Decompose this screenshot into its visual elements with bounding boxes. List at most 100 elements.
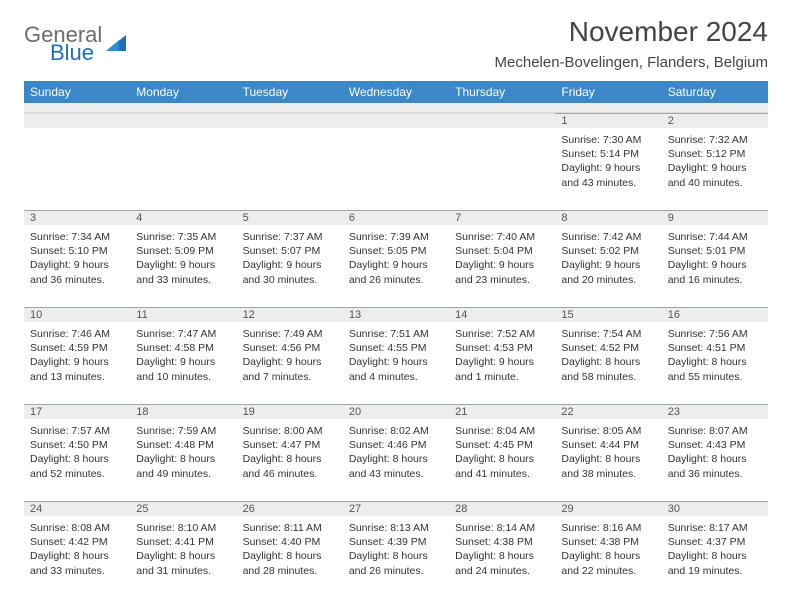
calendar-cell	[343, 130, 449, 210]
day-number: 20	[343, 404, 449, 419]
sunrise-text: Sunrise: 7:52 AM	[455, 327, 549, 341]
week-row: Sunrise: 7:30 AMSunset: 5:14 PMDaylight:…	[24, 130, 768, 210]
calendar-cell: Sunrise: 7:47 AMSunset: 4:58 PMDaylight:…	[130, 324, 236, 404]
sunset-text: Sunset: 5:10 PM	[30, 244, 124, 258]
day-number: 13	[343, 307, 449, 322]
sunset-text: Sunset: 5:05 PM	[349, 244, 443, 258]
calendar-cell: Sunrise: 7:57 AMSunset: 4:50 PMDaylight:…	[24, 421, 130, 501]
sunset-text: Sunset: 4:50 PM	[30, 438, 124, 452]
day-number: 10	[24, 307, 130, 322]
sunrise-text: Sunrise: 7:51 AM	[349, 327, 443, 341]
weekday-header: Monday	[130, 81, 236, 103]
sunset-text: Sunset: 4:41 PM	[136, 535, 230, 549]
weekday-header-row: SundayMondayTuesdayWednesdayThursdayFrid…	[24, 81, 768, 103]
day-number: 14	[449, 307, 555, 322]
week-row: Sunrise: 7:57 AMSunset: 4:50 PMDaylight:…	[24, 421, 768, 501]
calendar-cell: Sunrise: 8:08 AMSunset: 4:42 PMDaylight:…	[24, 518, 130, 598]
sunrise-text: Sunrise: 7:30 AM	[561, 133, 655, 147]
sunrise-text: Sunrise: 7:54 AM	[561, 327, 655, 341]
weekday-header: Wednesday	[343, 81, 449, 103]
weekday-header: Thursday	[449, 81, 555, 103]
daylight-text: Daylight: 9 hours and 10 minutes.	[136, 355, 230, 383]
sunset-text: Sunset: 4:40 PM	[243, 535, 337, 549]
sunset-text: Sunset: 4:59 PM	[30, 341, 124, 355]
day-number: 11	[130, 307, 236, 322]
day-number: 25	[130, 501, 236, 516]
daylight-text: Daylight: 8 hours and 58 minutes.	[561, 355, 655, 383]
sunrise-text: Sunrise: 8:17 AM	[668, 521, 762, 535]
sunrise-text: Sunrise: 7:44 AM	[668, 230, 762, 244]
daylight-text: Daylight: 8 hours and 24 minutes.	[455, 549, 549, 577]
sunset-text: Sunset: 4:51 PM	[668, 341, 762, 355]
daylight-text: Daylight: 8 hours and 41 minutes.	[455, 452, 549, 480]
sunset-text: Sunset: 4:52 PM	[561, 341, 655, 355]
sunrise-text: Sunrise: 8:10 AM	[136, 521, 230, 535]
calendar-cell: Sunrise: 8:10 AMSunset: 4:41 PMDaylight:…	[130, 518, 236, 598]
day-number: 4	[130, 210, 236, 225]
calendar-cell	[24, 130, 130, 210]
sunset-text: Sunset: 4:38 PM	[561, 535, 655, 549]
calendar-cell: Sunrise: 7:30 AMSunset: 5:14 PMDaylight:…	[555, 130, 661, 210]
calendar-cell: Sunrise: 8:17 AMSunset: 4:37 PMDaylight:…	[662, 518, 768, 598]
calendar-cell: Sunrise: 8:13 AMSunset: 4:39 PMDaylight:…	[343, 518, 449, 598]
calendar-cell: Sunrise: 7:59 AMSunset: 4:48 PMDaylight:…	[130, 421, 236, 501]
sunset-text: Sunset: 5:09 PM	[136, 244, 230, 258]
daynum-row: 17181920212223	[24, 404, 768, 421]
weekday-header: Saturday	[662, 81, 768, 103]
daylight-text: Daylight: 8 hours and 52 minutes.	[30, 452, 124, 480]
day-number	[343, 113, 449, 128]
daylight-text: Daylight: 8 hours and 19 minutes.	[668, 549, 762, 577]
daynum-row: 10111213141516	[24, 307, 768, 324]
weeks-container: 12Sunrise: 7:30 AMSunset: 5:14 PMDayligh…	[24, 113, 768, 598]
brand-triangle-icon	[106, 33, 128, 58]
calendar-cell: Sunrise: 8:04 AMSunset: 4:45 PMDaylight:…	[449, 421, 555, 501]
calendar-cell	[449, 130, 555, 210]
weekday-header: Sunday	[24, 81, 130, 103]
sunrise-text: Sunrise: 7:39 AM	[349, 230, 443, 244]
sunset-text: Sunset: 5:12 PM	[668, 147, 762, 161]
daylight-text: Daylight: 9 hours and 30 minutes.	[243, 258, 337, 286]
sunrise-text: Sunrise: 7:57 AM	[30, 424, 124, 438]
sunset-text: Sunset: 5:01 PM	[668, 244, 762, 258]
calendar-cell: Sunrise: 8:11 AMSunset: 4:40 PMDaylight:…	[237, 518, 343, 598]
day-number: 24	[24, 501, 130, 516]
sunrise-text: Sunrise: 7:49 AM	[243, 327, 337, 341]
day-number	[130, 113, 236, 128]
day-number: 18	[130, 404, 236, 419]
day-number	[24, 113, 130, 128]
calendar-cell: Sunrise: 8:07 AMSunset: 4:43 PMDaylight:…	[662, 421, 768, 501]
sunset-text: Sunset: 4:55 PM	[349, 341, 443, 355]
sunrise-text: Sunrise: 7:56 AM	[668, 327, 762, 341]
daynum-row: 3456789	[24, 210, 768, 227]
sunrise-text: Sunrise: 7:47 AM	[136, 327, 230, 341]
calendar-cell: Sunrise: 7:42 AMSunset: 5:02 PMDaylight:…	[555, 227, 661, 307]
calendar-cell: Sunrise: 7:54 AMSunset: 4:52 PMDaylight:…	[555, 324, 661, 404]
day-number: 21	[449, 404, 555, 419]
daylight-text: Daylight: 9 hours and 36 minutes.	[30, 258, 124, 286]
sunrise-text: Sunrise: 8:00 AM	[243, 424, 337, 438]
brand-logo: General Blue	[24, 24, 128, 64]
sunset-text: Sunset: 4:58 PM	[136, 341, 230, 355]
calendar-cell: Sunrise: 7:35 AMSunset: 5:09 PMDaylight:…	[130, 227, 236, 307]
calendar-cell: Sunrise: 7:40 AMSunset: 5:04 PMDaylight:…	[449, 227, 555, 307]
day-number: 9	[662, 210, 768, 225]
sunset-text: Sunset: 5:07 PM	[243, 244, 337, 258]
day-number: 6	[343, 210, 449, 225]
sunrise-text: Sunrise: 7:46 AM	[30, 327, 124, 341]
sunrise-text: Sunrise: 7:42 AM	[561, 230, 655, 244]
sunrise-text: Sunrise: 7:32 AM	[668, 133, 762, 147]
calendar-cell: Sunrise: 7:44 AMSunset: 5:01 PMDaylight:…	[662, 227, 768, 307]
day-number: 16	[662, 307, 768, 322]
weekday-header: Tuesday	[237, 81, 343, 103]
daylight-text: Daylight: 8 hours and 28 minutes.	[243, 549, 337, 577]
daylight-text: Daylight: 9 hours and 7 minutes.	[243, 355, 337, 383]
daylight-text: Daylight: 9 hours and 40 minutes.	[668, 161, 762, 189]
daylight-text: Daylight: 8 hours and 26 minutes.	[349, 549, 443, 577]
calendar-cell: Sunrise: 7:34 AMSunset: 5:10 PMDaylight:…	[24, 227, 130, 307]
sunrise-text: Sunrise: 8:13 AM	[349, 521, 443, 535]
day-number: 22	[555, 404, 661, 419]
sunrise-text: Sunrise: 8:04 AM	[455, 424, 549, 438]
calendar-cell: Sunrise: 7:52 AMSunset: 4:53 PMDaylight:…	[449, 324, 555, 404]
day-number	[449, 113, 555, 128]
sunset-text: Sunset: 4:48 PM	[136, 438, 230, 452]
